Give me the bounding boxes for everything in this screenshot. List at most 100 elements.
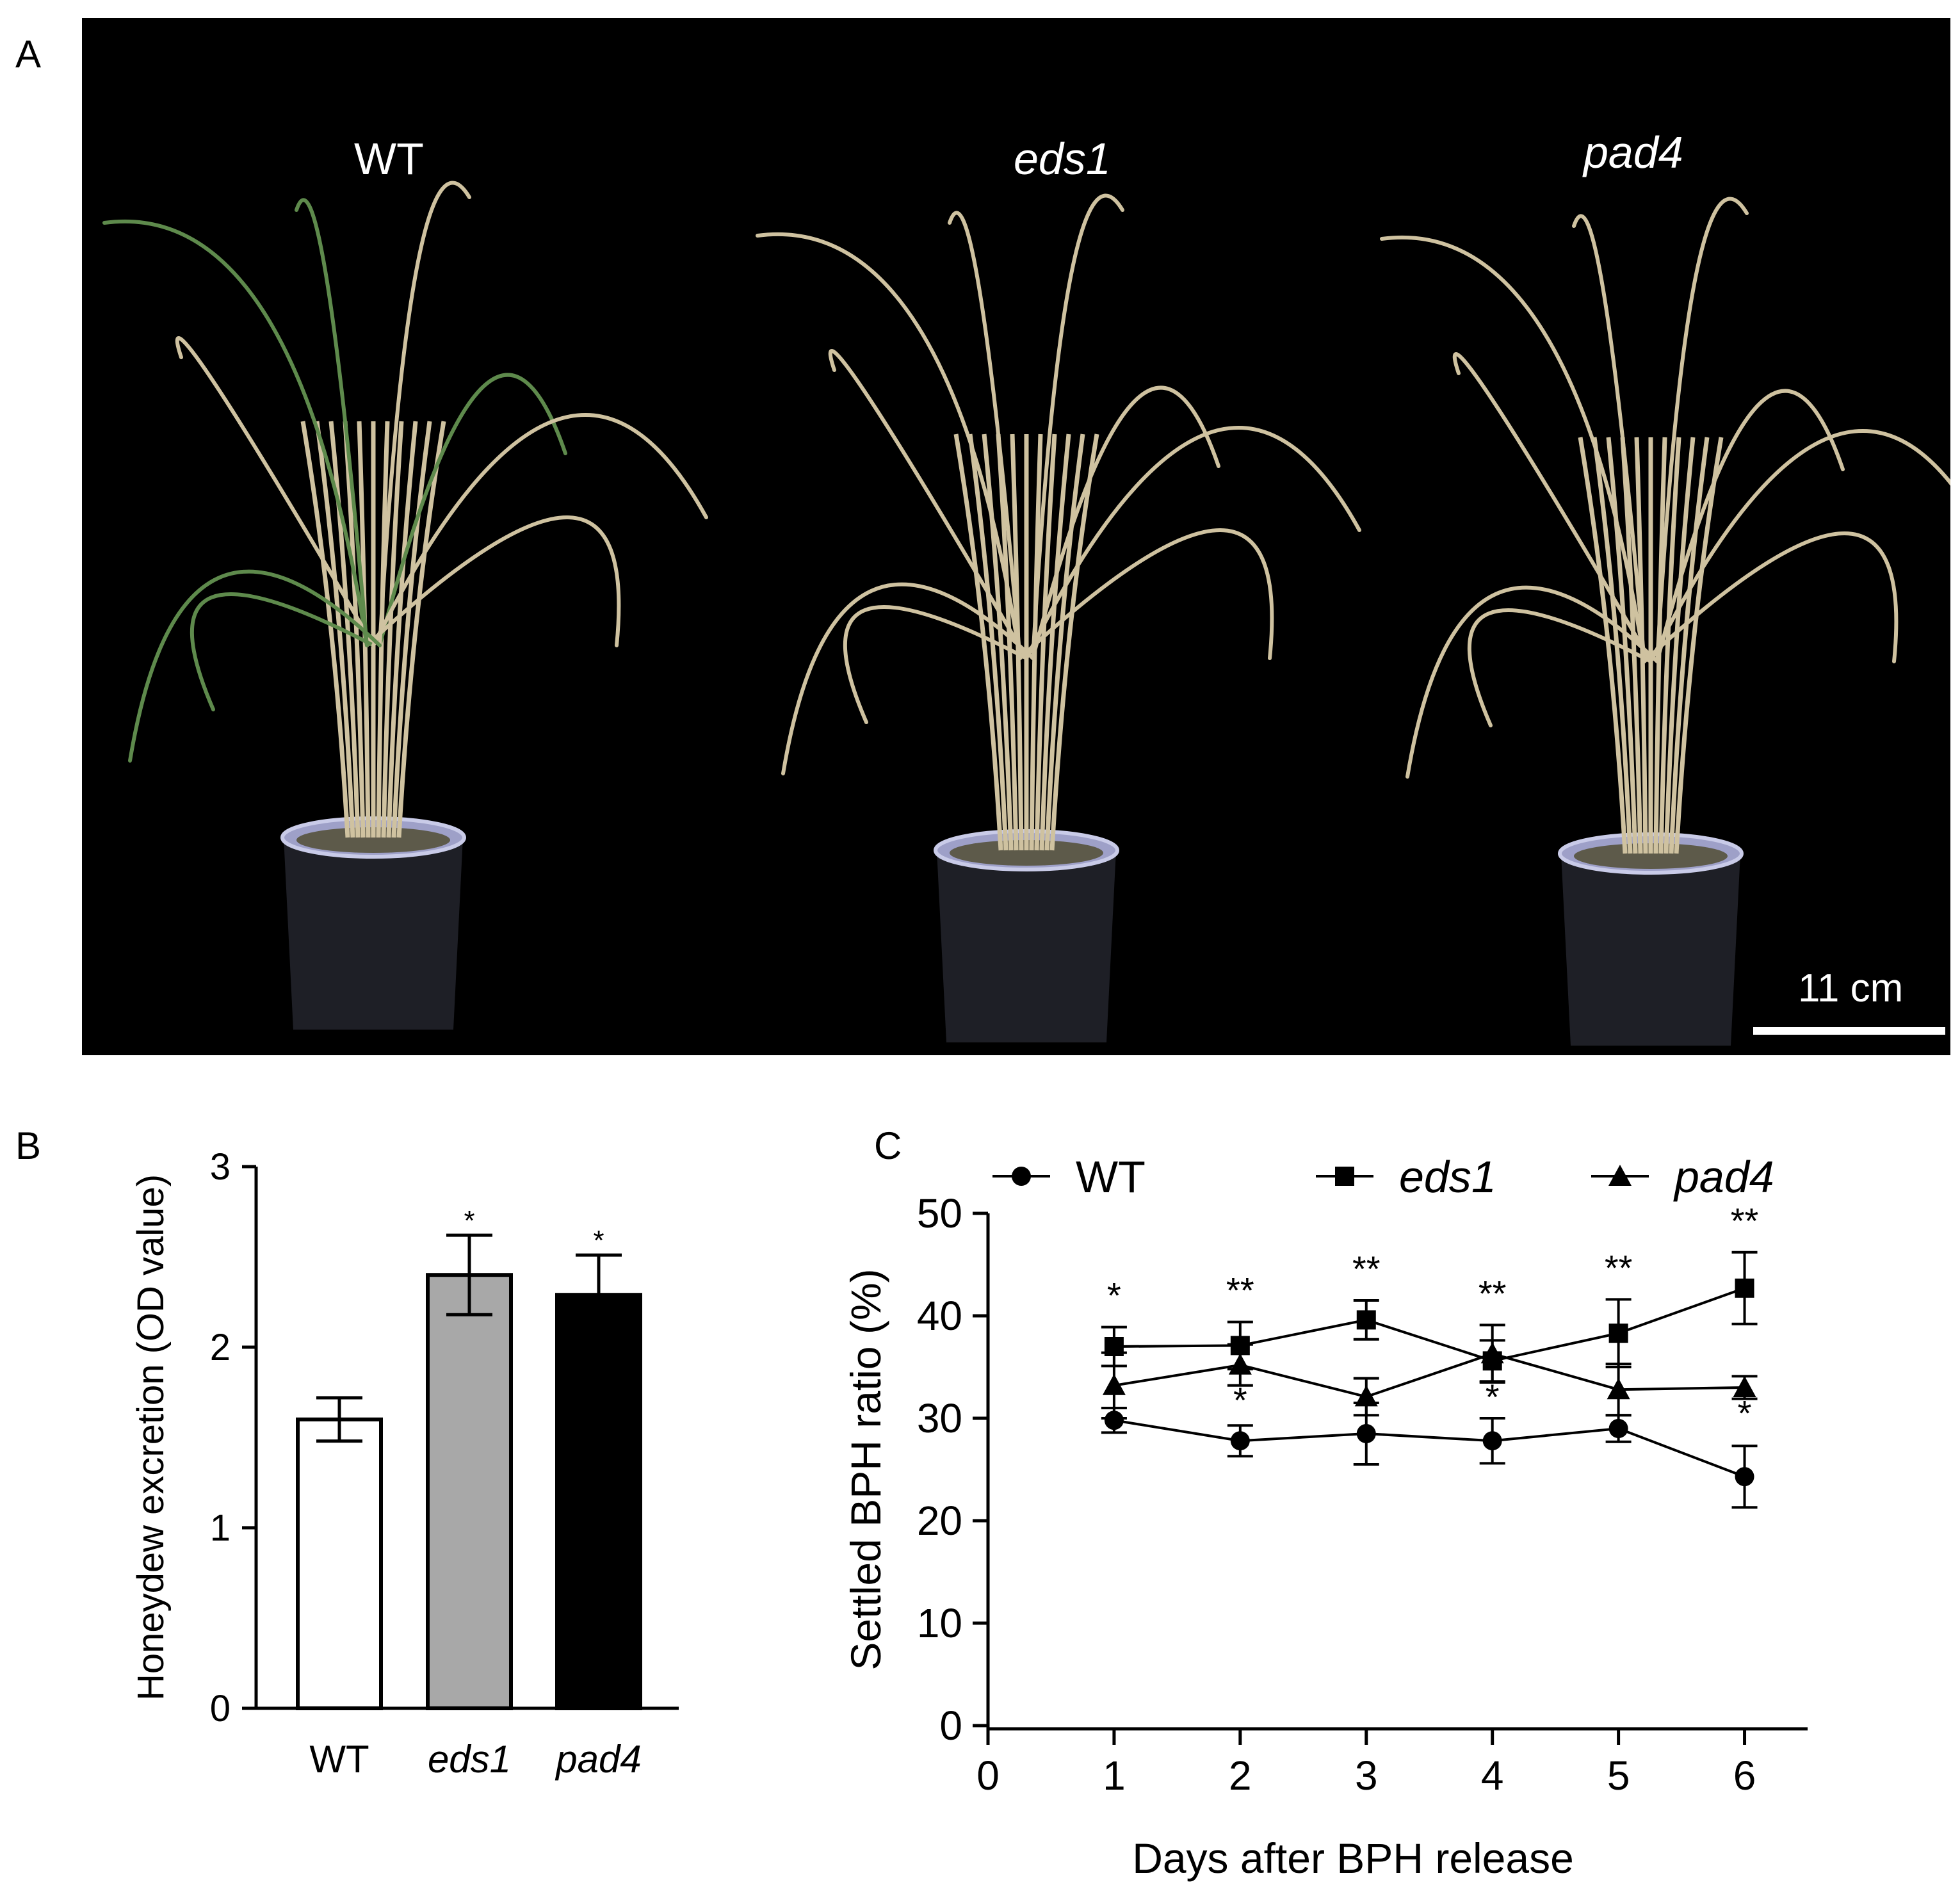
stem	[328, 421, 360, 838]
y-tick-label: 0	[939, 1703, 962, 1749]
leaf	[365, 515, 621, 647]
bar-eds1	[426, 1273, 513, 1710]
leaf	[378, 373, 567, 647]
panel-label-c: C	[874, 1124, 902, 1167]
y-tick-label: 40	[917, 1293, 962, 1339]
leaf	[828, 349, 1028, 660]
point-eds1	[1356, 1310, 1376, 1330]
point-pad4	[1354, 1385, 1378, 1407]
significance-bottom: *	[1486, 1377, 1500, 1417]
leaf	[1642, 531, 1899, 663]
leaf	[128, 569, 382, 763]
scale-bar	[1753, 1027, 1945, 1035]
leaf	[1655, 197, 1749, 663]
stem	[391, 421, 432, 838]
legend-label: eds1	[1399, 1152, 1496, 1202]
stem	[1592, 437, 1633, 854]
leaf	[1572, 214, 1646, 663]
x-tick-label: 6	[1733, 1752, 1756, 1799]
leaf	[1655, 389, 1845, 663]
series-line-WT	[1114, 1419, 1745, 1478]
panel-label-a: A	[15, 33, 42, 76]
significance-top: **	[1731, 1201, 1759, 1241]
x-tick-label: 0	[976, 1752, 1000, 1799]
point-eds1	[1608, 1323, 1628, 1343]
stem	[386, 421, 418, 838]
stem	[1664, 437, 1696, 854]
y-tick-label: 10	[917, 1600, 962, 1646]
legend-label: WT	[1076, 1152, 1146, 1202]
pot-body	[1561, 854, 1740, 1046]
point-WT	[1230, 1431, 1250, 1451]
series-line-eds1	[1114, 1286, 1745, 1363]
stem	[396, 421, 446, 838]
x-tick-label: 4	[1481, 1752, 1504, 1799]
significance-mark: *	[464, 1205, 474, 1236]
legend-marker	[1012, 1167, 1031, 1186]
significance-bottom: *	[1233, 1380, 1247, 1420]
series-line-pad4	[1114, 1352, 1745, 1398]
leaf	[378, 181, 471, 647]
point-WT	[1482, 1431, 1502, 1451]
settled-bph-line-chart: WT eds1 pad4 0 10 20 30 40 50 0 1 2 3 4 5 6 Days after …	[842, 1152, 1808, 1882]
leaf	[102, 219, 369, 647]
stem	[314, 421, 355, 838]
photo-label-wt: WT	[354, 134, 424, 184]
plant-3	[1380, 197, 1950, 1046]
honeydew-bar-chart: 0 1 2 3 Honeydew excretion (OD value) WT * eds1…	[130, 1146, 679, 1781]
leaf	[756, 232, 1022, 660]
legend-marker	[1608, 1165, 1632, 1186]
leaf	[1380, 235, 1646, 663]
point-pad4	[1102, 1373, 1126, 1395]
stem	[1674, 437, 1724, 854]
leaf	[781, 582, 1035, 775]
stem	[1606, 437, 1638, 854]
leaf	[190, 592, 375, 711]
point-pad4	[1733, 1376, 1756, 1397]
bar-pad4	[555, 1293, 642, 1711]
y-tick-label: 3	[210, 1146, 231, 1188]
significance-top: *	[1107, 1275, 1121, 1316]
stem	[300, 421, 350, 838]
plant-illustration	[102, 181, 1950, 1046]
panel-label-b: B	[15, 1124, 42, 1167]
y-axis-label: Honeydew excretion (OD value)	[130, 1174, 172, 1701]
legend-item-eds1: eds1	[1316, 1152, 1496, 1202]
leaf	[1405, 585, 1659, 779]
series-pad4	[1101, 1323, 1758, 1420]
significance-top: **	[1352, 1249, 1381, 1289]
y-tick-label: 2	[210, 1327, 231, 1368]
significance-top: **	[1605, 1247, 1633, 1288]
significance-mark: *	[593, 1225, 604, 1256]
leaf	[175, 336, 375, 647]
point-pad4	[1607, 1378, 1630, 1400]
stem	[982, 433, 1014, 851]
point-WT	[1608, 1419, 1628, 1438]
y-axis-label: Settled BPH ratio (%)	[842, 1268, 889, 1670]
legend-marker	[1335, 1167, 1354, 1186]
leaf	[1031, 193, 1124, 660]
point-WT	[1356, 1424, 1376, 1443]
photo-label-pad4: pad4	[1583, 127, 1683, 177]
point-WT	[1104, 1411, 1124, 1430]
pot-soil	[1574, 843, 1728, 869]
leaf	[1018, 528, 1274, 660]
stem	[1049, 433, 1099, 851]
stem	[1578, 437, 1628, 854]
pot-soil	[296, 827, 450, 853]
y-tick-label: 0	[210, 1688, 231, 1729]
leaf	[1467, 608, 1653, 727]
leaf	[1452, 352, 1653, 663]
plant-photo: WT eds1 pad4 11 cm	[82, 18, 1950, 1055]
photo-label-eds1: eds1	[1014, 134, 1111, 184]
x-tick-label-eds1: eds1	[428, 1738, 511, 1781]
stem	[1039, 433, 1071, 851]
legend-label: pad4	[1673, 1152, 1774, 1202]
x-tick-label: 2	[1229, 1752, 1252, 1799]
bar-WT	[296, 1417, 383, 1710]
y-tick-label: 50	[917, 1190, 962, 1236]
legend-item-WT: WT	[992, 1152, 1146, 1202]
stem	[1669, 437, 1710, 854]
leaf	[295, 198, 369, 647]
x-tick-label: 1	[1103, 1752, 1126, 1799]
